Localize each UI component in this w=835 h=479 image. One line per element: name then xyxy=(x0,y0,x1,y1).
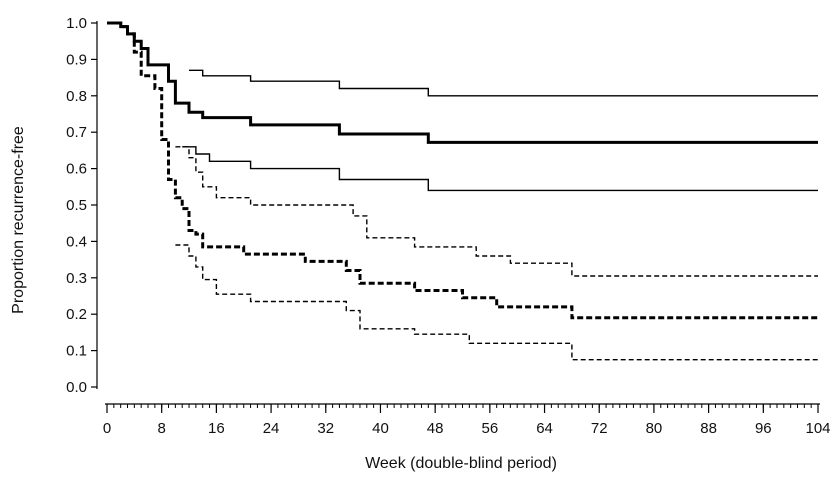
y-tick-label: 0.6 xyxy=(66,161,87,178)
y-tick-label: 0.3 xyxy=(66,270,87,287)
y-tick-label: 0.2 xyxy=(66,306,87,323)
x-tick-label: 40 xyxy=(372,420,389,437)
x-tick-label: 24 xyxy=(263,420,280,437)
x-tick-label: 56 xyxy=(482,420,499,437)
y-tick-label: 0.1 xyxy=(66,343,87,360)
y-tick-label: 0.9 xyxy=(66,51,87,68)
y-tick-label: 0.4 xyxy=(66,233,87,250)
x-tick-label: 48 xyxy=(427,420,444,437)
series-line-1 xyxy=(107,21,818,144)
series-line-5 xyxy=(175,146,818,277)
x-tick-label: 8 xyxy=(158,420,166,437)
axes-group: 0.0 0.1 0.2 0.3 0.4 0.5 0.6 0.7 0.8 0.9 1.0 0 8 16 24 3… xyxy=(66,15,830,437)
y-tick-label: 1.0 xyxy=(66,15,87,32)
series-layer xyxy=(107,21,818,361)
series-line-4 xyxy=(107,21,818,320)
x-tick-label: 104 xyxy=(805,420,830,437)
x-tick-label: 0 xyxy=(103,420,111,437)
series-line-3 xyxy=(182,146,818,192)
series-line-2 xyxy=(189,69,818,97)
series-line-6 xyxy=(175,244,818,361)
y-axis-title: Proportion recurrence-free xyxy=(10,126,27,314)
x-tick-label: 32 xyxy=(317,420,334,437)
x-tick-label: 72 xyxy=(591,420,608,437)
x-tick-label: 80 xyxy=(646,420,663,437)
y-tick-label: 0.7 xyxy=(66,124,87,141)
y-tick-label: 0.8 xyxy=(66,88,87,105)
y-tick-label: 0.0 xyxy=(66,379,87,396)
x-tick-label: 64 xyxy=(536,420,553,437)
x-tick-label: 16 xyxy=(208,420,225,437)
x-tick-label: 96 xyxy=(755,420,772,437)
labels-group: Week (double-blind period) Proportion re… xyxy=(10,126,557,472)
y-tick-label: 0.5 xyxy=(66,197,87,214)
x-axis-title: Week (double-blind period) xyxy=(365,455,557,472)
x-tick-label: 88 xyxy=(700,420,717,437)
